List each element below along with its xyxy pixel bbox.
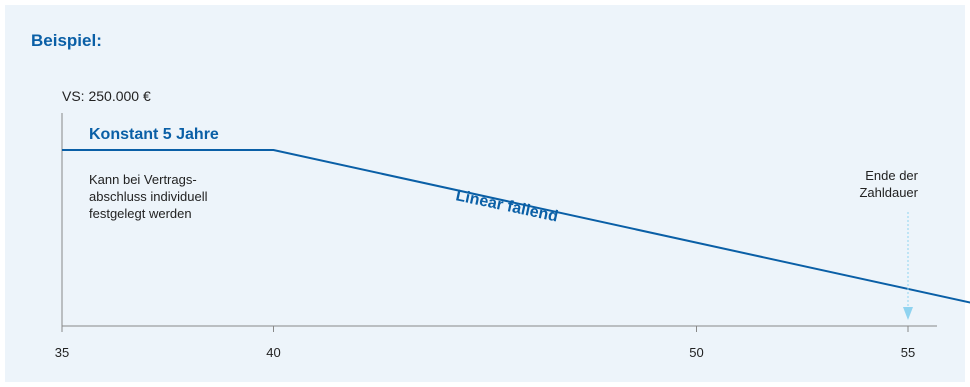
end-payment-label-line: Ende der [865,168,918,183]
end-payment-label-line: Zahldauer [859,185,918,200]
constant-note-line: abschluss individuell [89,189,208,204]
x-tick-label: 35 [55,345,69,360]
x-tick-label: 50 [689,345,703,360]
y-axis-label: VS: 250.000 € [62,88,151,104]
constant-note-line: festgelegt werden [89,206,192,221]
constant-note-line: Kann bei Vertrags- [89,172,197,187]
x-tick-label: 55 [901,345,915,360]
chart-panel [5,5,965,382]
x-tick-label: 40 [266,345,280,360]
end-payment-arrow-icon [903,307,913,320]
chart-title: Beispiel: [31,31,102,50]
linear-label: Linear fallend [454,187,559,225]
constant-label: Konstant 5 Jahre [89,126,219,143]
series-line [62,149,970,304]
